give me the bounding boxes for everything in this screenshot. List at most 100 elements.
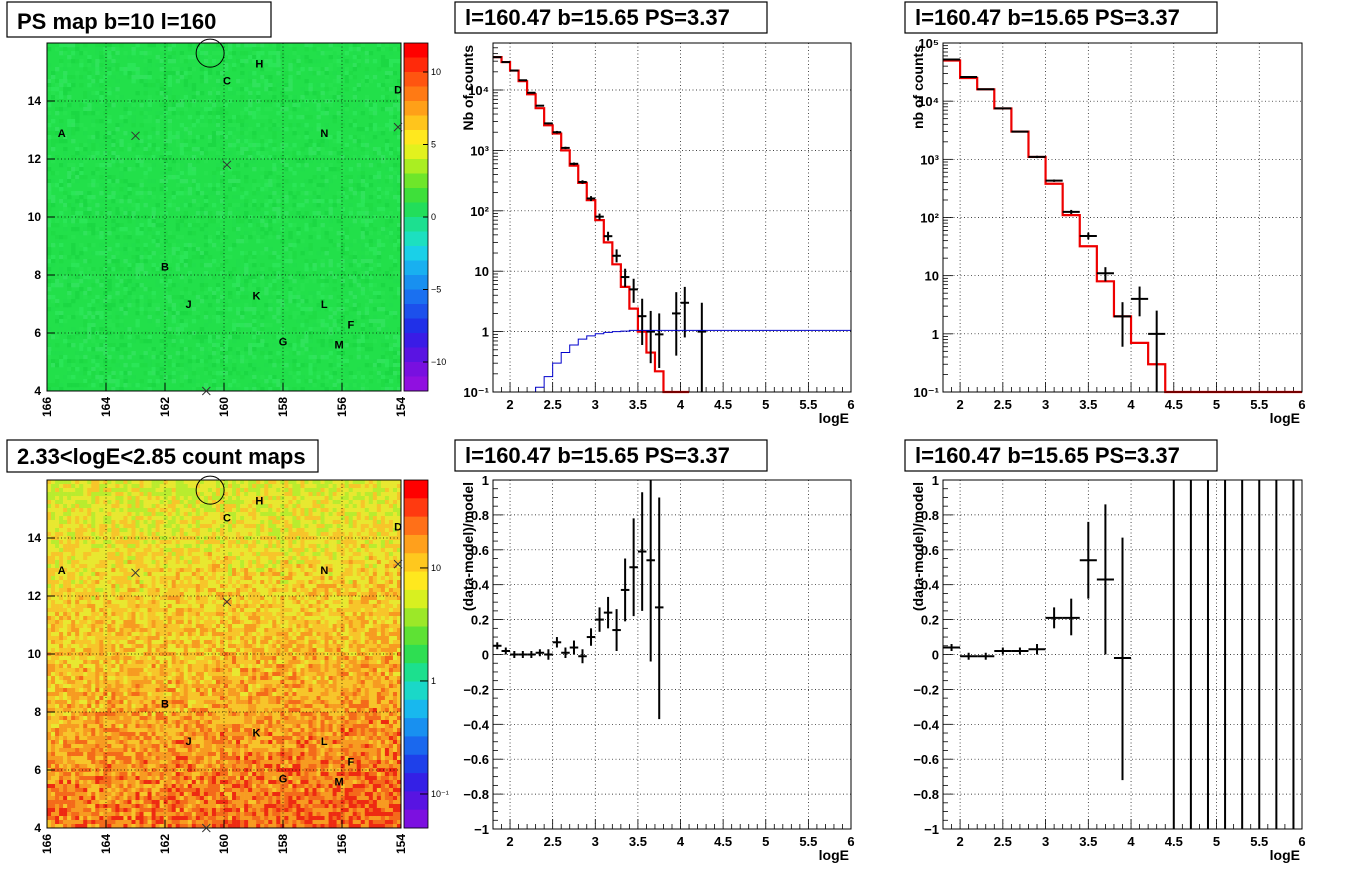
- map-pixel: [191, 239, 197, 244]
- map-pixel: [376, 131, 382, 136]
- map-pixel: [79, 552, 84, 557]
- map-pixel: [75, 620, 80, 625]
- map-pixel: [119, 343, 124, 348]
- map-pixel: [107, 131, 112, 136]
- map-pixel: [244, 267, 249, 272]
- map-pixel: [244, 323, 249, 328]
- map-pixel: [83, 752, 88, 757]
- map-pixel: [135, 383, 140, 388]
- map-pixel: [107, 207, 112, 212]
- map-pixel: [195, 295, 201, 300]
- map-pixel: [91, 744, 96, 749]
- map-pixel: [320, 163, 325, 168]
- map-pixel: [95, 480, 100, 485]
- map-pixel: [83, 504, 88, 509]
- map-pixel: [131, 47, 136, 52]
- map-pixel: [332, 147, 337, 152]
- map-pixel: [139, 231, 144, 236]
- map-pixel: [91, 812, 96, 817]
- map-pixel: [95, 580, 100, 585]
- map-pixel: [316, 191, 321, 196]
- colorbar-cell: [404, 72, 428, 87]
- map-pixel: [67, 508, 72, 513]
- map-pixel: [320, 139, 325, 144]
- map-pixel: [63, 624, 68, 629]
- map-pixel: [344, 343, 350, 348]
- map-pixel: [67, 632, 72, 637]
- map-pixel: [199, 107, 205, 112]
- map-pixel: [316, 47, 321, 52]
- map-pixel: [344, 115, 350, 120]
- map-pixel: [203, 171, 209, 176]
- map-pixel: [91, 339, 96, 344]
- map-pixel: [384, 359, 390, 364]
- map-pixel: [228, 123, 233, 128]
- map-pixel: [147, 383, 152, 388]
- map-pixel: [83, 772, 88, 777]
- map-pixel: [240, 351, 245, 356]
- map-pixel: [292, 299, 297, 304]
- map-pixel: [111, 103, 116, 108]
- map-pixel: [284, 195, 289, 200]
- map-pixel: [252, 55, 257, 60]
- map-pixel: [304, 363, 309, 368]
- map-pixel: [91, 808, 96, 813]
- map-pixel: [71, 688, 76, 693]
- map-pixel: [67, 171, 72, 176]
- map-pixel: [352, 343, 358, 348]
- map-pixel: [79, 624, 84, 629]
- map-pixel: [340, 359, 345, 364]
- map-pixel: [167, 175, 173, 180]
- map-pixel: [167, 131, 173, 136]
- map-pixel: [215, 83, 221, 88]
- map-pixel: [264, 143, 269, 148]
- map-pixel: [163, 331, 168, 336]
- map-pixel: [392, 47, 398, 52]
- map-pixel: [280, 55, 285, 60]
- map-pixel: [175, 67, 181, 72]
- map-pixel: [219, 347, 225, 352]
- map-pixel: [376, 251, 382, 256]
- map-pixel: [51, 796, 56, 801]
- map-pixel: [87, 243, 92, 248]
- map-pixel: [215, 267, 221, 272]
- map-pixel: [183, 351, 189, 356]
- map-pixel: [79, 672, 84, 677]
- map-pixel: [384, 371, 390, 376]
- map-pixel: [71, 131, 76, 136]
- map-pixel: [135, 335, 140, 340]
- map-pixel: [224, 307, 229, 312]
- map-pixel: [79, 780, 84, 785]
- map-pixel: [83, 107, 88, 112]
- map-pixel: [107, 287, 112, 292]
- map-pixel: [87, 592, 92, 597]
- map-pixel: [63, 744, 68, 749]
- map-pixel: [244, 147, 249, 152]
- map-pixel: [292, 243, 297, 248]
- map-pixel: [131, 103, 136, 108]
- map-pixel: [51, 584, 56, 589]
- map-pixel: [236, 263, 241, 268]
- map-pixel: [316, 331, 321, 336]
- map-pixel: [107, 187, 112, 192]
- map-pixel: [296, 351, 301, 356]
- map-pixel: [356, 263, 362, 268]
- map-pixel: [147, 299, 152, 304]
- map-pixel: [256, 111, 261, 116]
- map-pixel: [340, 243, 345, 248]
- map-pixel: [51, 804, 56, 809]
- map-pixel: [360, 355, 366, 360]
- map-pixel: [171, 59, 177, 64]
- map-pixel: [360, 43, 366, 48]
- map-pixel: [87, 307, 92, 312]
- map-pixel: [244, 223, 249, 228]
- map-pixel: [59, 812, 64, 817]
- map-pixel: [340, 155, 345, 160]
- map-pixel: [63, 664, 68, 669]
- map-pixel: [59, 640, 64, 645]
- map-pixel: [59, 51, 64, 56]
- map-pixel: [63, 596, 68, 601]
- map-pixel: [308, 331, 313, 336]
- map-pixel: [63, 299, 68, 304]
- map-pixel: [388, 219, 394, 224]
